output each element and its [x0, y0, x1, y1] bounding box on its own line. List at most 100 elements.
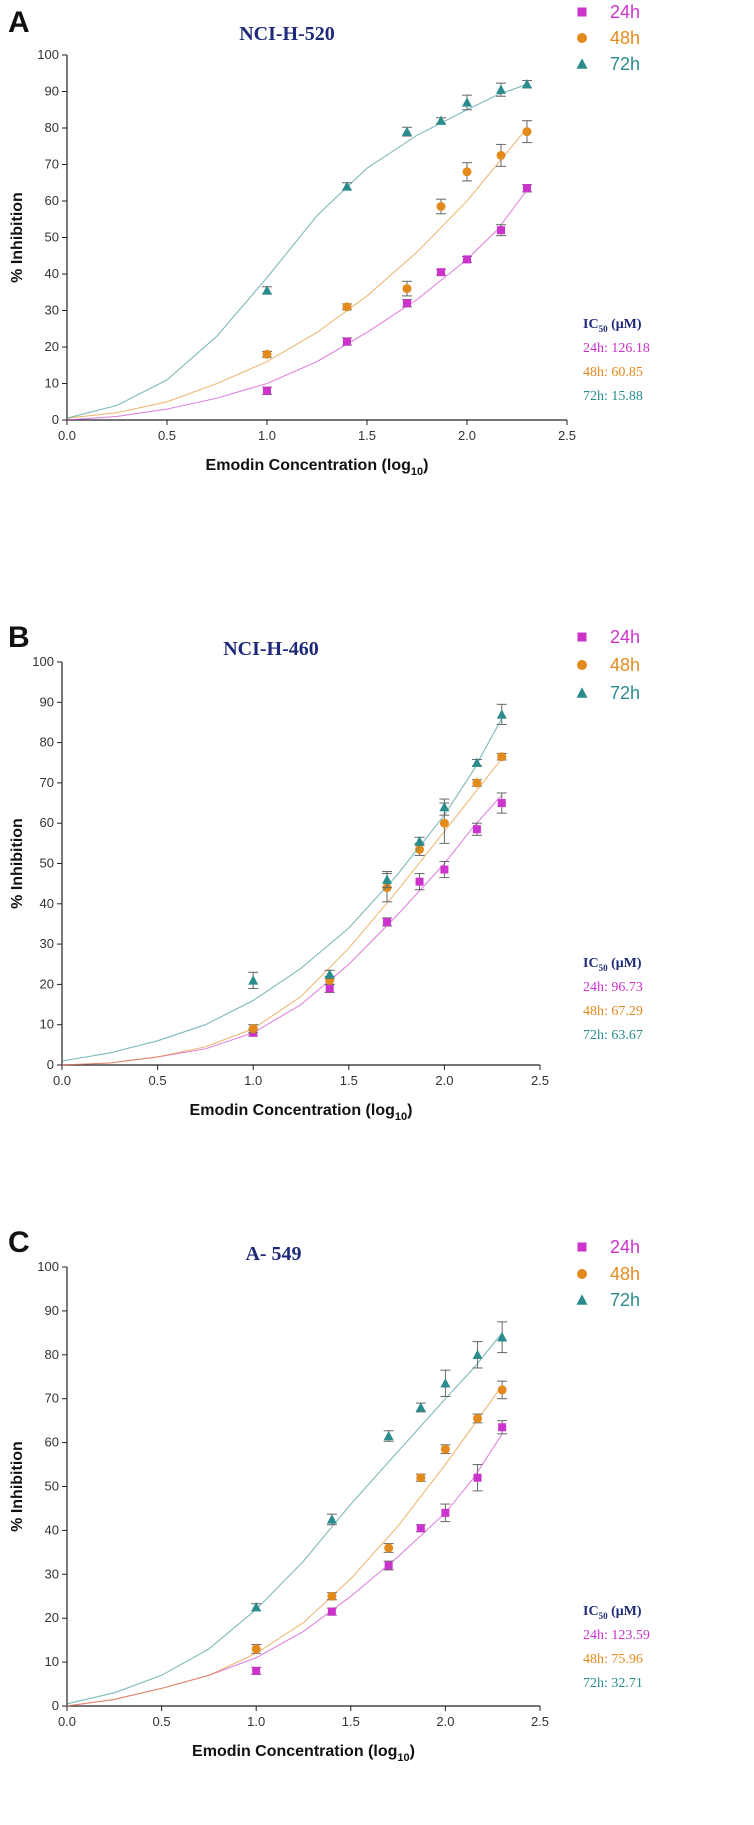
x-axis-label-close: ): [407, 1102, 412, 1119]
ic50-title-sub: 50: [599, 1611, 609, 1621]
y-tick-label: 10: [45, 376, 59, 391]
fit-curve-24h: [66, 189, 528, 421]
data-point-72h: [496, 84, 506, 94]
legend-label-24h: 24h: [610, 1237, 640, 1257]
fit-curve-48h: [66, 127, 528, 419]
data-point-24h: [472, 825, 481, 834]
y-tick-label: 70: [40, 775, 54, 790]
data-point-72h: [342, 181, 352, 191]
chart-c: C A- 549 0.0 0.5 1.0 1.5 2.0 2.5 0 10 20 30 40 50 60 70…: [8, 1226, 650, 1764]
chart-title: NCI-H-520: [239, 23, 335, 45]
ic50-title-main: IC: [583, 1604, 599, 1619]
series-24h: [61, 792, 507, 1066]
y-tick-label: 0: [52, 412, 59, 427]
data-point-48h: [436, 201, 446, 211]
chart-title: NCI-H-460: [223, 638, 319, 660]
x-tick-label: 1.5: [340, 1073, 358, 1088]
data-point-48h: [262, 349, 272, 359]
data-point-72h: [472, 1349, 483, 1359]
y-tick-label: 90: [45, 1303, 59, 1318]
legend-label-72h: 72h: [610, 683, 640, 703]
x-axis-label: Emodin Concentration (log10): [190, 1102, 413, 1123]
ic50-value-72h: 72h: 32.71: [583, 1676, 643, 1691]
ic50-value-24h: 24h: 96.73: [583, 980, 643, 995]
x-tick-label: 0.0: [58, 1714, 76, 1729]
ic50-title-unit: (μM): [608, 956, 642, 971]
data-point-24h: [523, 184, 531, 193]
data-point-48h: [416, 1473, 426, 1483]
series-72h: [66, 1321, 508, 1705]
y-axis-label: % Inhibition: [9, 192, 26, 283]
x-tick-label: 1.0: [247, 1714, 265, 1729]
data-point-48h: [248, 1024, 258, 1034]
chart-a: A NCI-H-520 0.0 0.5 1.0 1.5 2.0 2.5 0 10 20 30 40 50 6…: [8, 2, 650, 478]
y-tick-label: 10: [45, 1654, 59, 1669]
data-point-72h: [415, 1402, 426, 1412]
y-tick-label: 50: [40, 856, 54, 871]
data-point-24h: [497, 226, 505, 235]
data-point-24h: [498, 1423, 507, 1432]
data-point-72h: [462, 97, 472, 107]
legend-marker-48h: [577, 660, 587, 670]
y-tick-label: 20: [45, 339, 59, 354]
y-tick-label: 50: [45, 1479, 59, 1494]
x-tick-label: 1.0: [258, 428, 276, 443]
y-tick-label: 90: [45, 84, 59, 99]
x-tick-label: 2.5: [531, 1714, 549, 1729]
fit-curve-24h: [61, 794, 503, 1066]
data-point-48h: [497, 752, 507, 762]
legend-marker-24h: [577, 632, 587, 642]
x-tick-label: 0.0: [58, 428, 76, 443]
data-point-72h: [324, 969, 335, 979]
x-tick-label: 1.0: [244, 1073, 262, 1088]
x-tick-label: 1.5: [358, 428, 376, 443]
data-point-72h: [471, 757, 482, 767]
data-point-24h: [497, 799, 506, 808]
ic50-value-48h: 48h: 60.85: [583, 365, 643, 380]
data-point-24h: [403, 299, 411, 308]
data-point-48h: [439, 818, 449, 828]
data-point-24h: [384, 1561, 393, 1570]
y-tick-label: 80: [45, 120, 59, 135]
data-point-24h: [473, 1473, 482, 1482]
data-point-48h: [472, 778, 482, 788]
x-tick-label: 2.0: [436, 1714, 454, 1729]
ic50-title-unit: (μM): [608, 317, 642, 332]
data-point-72h: [251, 1602, 262, 1612]
y-tick-label: 100: [37, 47, 59, 62]
panel-letter: C: [8, 1226, 30, 1259]
y-tick-label: 60: [40, 815, 54, 830]
x-axis-label-close: ): [410, 1743, 415, 1760]
y-tick-label: 90: [40, 694, 54, 709]
data-point-72h: [382, 874, 393, 884]
data-point-24h: [383, 917, 392, 926]
x-axis-label-sub: 10: [395, 1111, 407, 1123]
fit-curve-72h: [66, 83, 528, 419]
legend-label-48h: 48h: [610, 1264, 640, 1284]
data-point-72h: [497, 1332, 508, 1342]
ic50-title-sub: 50: [599, 963, 609, 973]
data-point-48h: [402, 284, 412, 294]
ic50-value-24h: 24h: 126.18: [583, 341, 650, 356]
y-axis-label: % Inhibition: [9, 818, 26, 909]
x-tick-label: 2.5: [531, 1073, 549, 1088]
x-axis-label-sub: 10: [397, 1752, 409, 1764]
ic50-title-sub: 50: [599, 324, 609, 334]
y-tick-label: 80: [45, 1347, 59, 1362]
data-point-72h: [522, 79, 532, 89]
data-point-48h: [384, 1543, 394, 1553]
data-point-72h: [436, 115, 446, 125]
y-tick-label: 60: [45, 1435, 59, 1450]
ic50-title-main: IC: [583, 317, 599, 332]
data-point-48h: [342, 302, 352, 312]
legend-label-72h: 72h: [610, 1290, 640, 1310]
y-tick-label: 30: [45, 1566, 59, 1581]
ic50-title: IC50 (μM): [583, 317, 642, 334]
x-axis-label: Emodin Concentration (log10): [206, 457, 429, 478]
ic50-value-72h: 72h: 63.67: [583, 1028, 643, 1043]
y-tick-label: 40: [40, 896, 54, 911]
data-point-48h: [327, 1591, 337, 1601]
x-tick-label: 0.5: [153, 1714, 171, 1729]
y-tick-label: 100: [37, 1259, 59, 1274]
data-point-72h: [414, 836, 425, 846]
